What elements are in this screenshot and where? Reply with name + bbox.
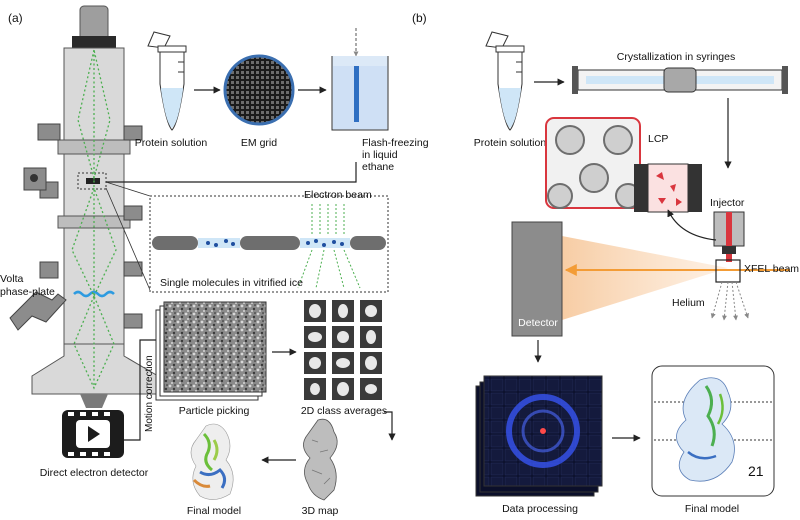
- map-3d: [303, 418, 338, 501]
- volta-label-1: Volta: [0, 273, 24, 285]
- diffraction-stack: [475, 375, 603, 497]
- final-model-b-label: Final model: [685, 503, 739, 515]
- data-processing-label: Data processing: [502, 503, 578, 515]
- final-model-a: [190, 423, 234, 500]
- vitrified-ice-inset: [105, 181, 389, 293]
- electron-beam-label: Electron beam: [304, 189, 372, 201]
- xray-cone: [562, 236, 728, 320]
- protein-solution-b: Protein solution: [474, 137, 547, 149]
- direct-electron-detector: [62, 394, 124, 458]
- protein-tube-b: [485, 31, 525, 131]
- electron-beam-rays: [71, 49, 117, 390]
- lcp-label: LCP: [648, 133, 668, 145]
- play-icon: [88, 426, 100, 442]
- protein-solution-a: Protein solution: [135, 137, 208, 149]
- protein-tube-a: [147, 31, 187, 131]
- flash-freezing-2: in liquid: [362, 149, 398, 161]
- helium-label: Helium: [672, 297, 705, 309]
- final-model-a-label: Final model: [187, 505, 241, 517]
- detector-label-a: Direct electron detector: [40, 467, 149, 479]
- final-model-b: [651, 365, 775, 497]
- lcp-inset: [545, 117, 702, 213]
- detector-b: [511, 221, 563, 337]
- panel-a-label: (a): [8, 11, 23, 25]
- model-number: 21: [748, 463, 764, 479]
- syringes: [572, 66, 788, 94]
- ethane-container: [331, 28, 389, 131]
- em-grid-label: EM grid: [241, 137, 277, 149]
- motion-correction-label: Motion correction: [144, 355, 155, 432]
- injector: [713, 211, 745, 262]
- injector-label: Injector: [710, 197, 745, 209]
- flash-freezing-1: Flash-freezing: [362, 137, 429, 149]
- panel-b-label: (b): [412, 11, 427, 25]
- class-averages-grid: [300, 296, 388, 400]
- volta-label-2: phase-plate: [0, 286, 55, 298]
- crystallization-label: Crystallization in syringes: [617, 51, 735, 63]
- microscope-column: [9, 5, 159, 395]
- class-averages-label: 2D class averages: [301, 405, 387, 417]
- particle-picking-micrographs: [155, 301, 267, 401]
- em-grid: [223, 54, 295, 126]
- map-3d-label: 3D map: [302, 505, 339, 517]
- xfel-beam-label: XFEL beam: [744, 263, 799, 275]
- detector-b-label: Detector: [518, 317, 558, 329]
- flash-freezing-3: ethane: [362, 161, 394, 173]
- particle-picking-label: Particle picking: [179, 405, 250, 417]
- single-molecules-label: Single molecules in vitrified ice: [160, 277, 303, 289]
- helium-jets: [710, 281, 749, 321]
